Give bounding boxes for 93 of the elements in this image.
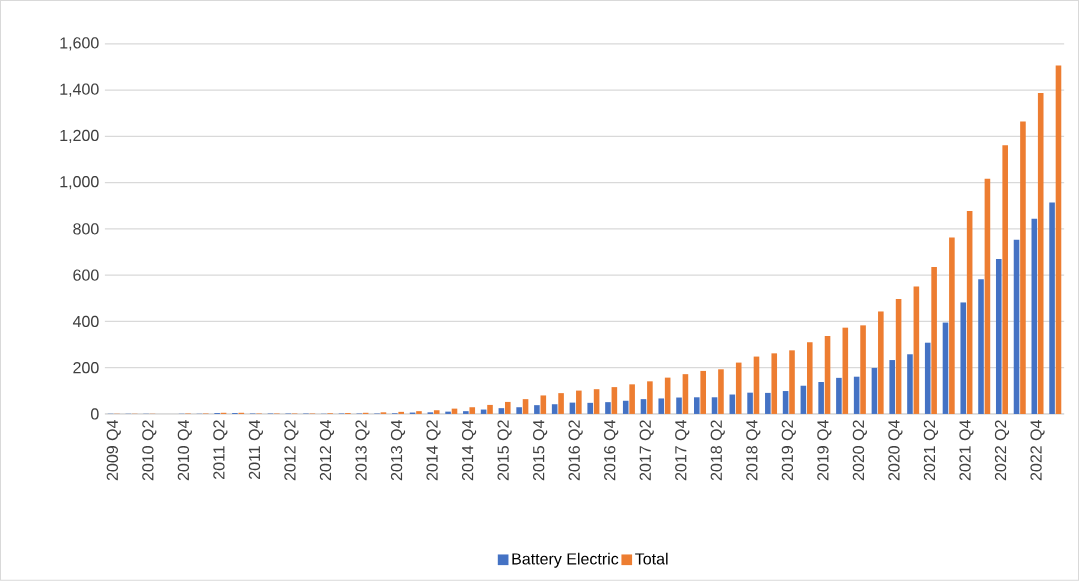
x-tick-label: 2014 Q2 <box>426 420 441 481</box>
x-tick-label: 2012 Q2 <box>284 420 299 481</box>
legend-label: Total <box>635 552 668 565</box>
bar <box>445 411 451 415</box>
y-tick-label: 200 <box>73 362 99 374</box>
bar <box>534 405 540 415</box>
y-tick-label: 1,200 <box>60 129 99 144</box>
x-tick-label: 2017 Q2 <box>639 420 654 481</box>
y-tick-label: 1,000 <box>60 176 99 190</box>
x-tick-label: 2022 Q4 <box>1030 420 1045 481</box>
bar <box>1049 202 1055 415</box>
bar <box>1037 93 1044 415</box>
bar <box>878 311 884 415</box>
x-tick-label: 2010 Q4 <box>177 420 192 481</box>
bar <box>593 389 600 415</box>
bar <box>978 279 984 415</box>
x-tick-label: 2010 Q2 <box>142 420 157 481</box>
bar <box>789 350 795 415</box>
bar <box>576 390 582 415</box>
bar <box>889 360 895 415</box>
x-tick-label: 2019 Q4 <box>817 420 832 481</box>
bar <box>629 384 635 415</box>
bar <box>516 407 522 415</box>
x-tick-label: 2012 Q4 <box>319 420 335 481</box>
x-tick-label: 2022 Q2 <box>994 420 1010 481</box>
bar <box>711 397 718 415</box>
bar <box>771 353 778 415</box>
bar <box>995 259 1002 415</box>
bar <box>765 392 771 415</box>
x-tick-label: 2017 Q4 <box>675 420 690 481</box>
bar <box>682 374 689 415</box>
x-tick-label: 2009 Q4 <box>106 420 121 481</box>
bar <box>416 411 422 415</box>
y-tick-label: 600 <box>73 269 99 281</box>
x-tick-label: 2013 Q2 <box>355 420 370 481</box>
bar <box>540 395 547 415</box>
x-tick-label: 2019 Q2 <box>781 420 796 481</box>
y-tick-label: 0 <box>91 408 99 420</box>
y-tick-label: 1,600 <box>60 37 99 51</box>
y-tick-label: 800 <box>73 223 99 235</box>
bar <box>676 397 682 415</box>
bar <box>611 387 618 415</box>
bar <box>693 397 700 415</box>
bar <box>907 354 913 415</box>
bar <box>498 408 505 415</box>
bar <box>658 398 665 415</box>
x-tick-label: 2018 Q2 <box>710 420 725 481</box>
x-tick-label: 2011 Q4 <box>248 420 263 480</box>
x-tick-label: 2021 Q2 <box>923 420 939 481</box>
bar <box>469 407 476 415</box>
bar <box>551 404 558 415</box>
bar <box>913 286 920 415</box>
x-tick-label: 2011 Q2 <box>213 420 228 480</box>
bar <box>836 377 842 415</box>
bar <box>700 371 706 415</box>
x-tick-label: 2014 Q4 <box>461 420 477 481</box>
bar <box>949 237 955 415</box>
bar <box>924 342 931 415</box>
bar <box>640 399 647 415</box>
bar <box>522 399 529 415</box>
x-tick-label: 2020 Q2 <box>852 420 867 481</box>
bar <box>622 400 629 415</box>
x-tick-label: 2016 Q2 <box>568 420 583 481</box>
bar <box>487 405 493 415</box>
x-tick-label: 2021 Q4 <box>959 420 974 481</box>
bar <box>806 342 813 415</box>
x-tick-label: 2013 Q4 <box>390 420 406 481</box>
bar <box>587 402 593 415</box>
bar <box>818 382 824 415</box>
x-tick-label: 2015 Q2 <box>497 420 512 481</box>
bar <box>605 402 611 415</box>
y-tick-label: 400 <box>72 315 99 328</box>
legend-label: Battery Electric <box>512 552 619 568</box>
bar <box>860 325 866 415</box>
bar <box>1002 145 1008 415</box>
bar <box>504 402 511 415</box>
x-tick-label: 2018 Q4 <box>746 420 761 481</box>
bar <box>433 410 440 415</box>
bar <box>463 411 469 415</box>
bar <box>1020 121 1026 415</box>
x-tick-label: 2015 Q4 <box>533 420 548 481</box>
bar <box>398 411 404 415</box>
bar <box>747 392 753 415</box>
bar <box>718 369 724 415</box>
bar <box>931 267 937 415</box>
x-tick-label: 2016 Q4 <box>604 420 619 481</box>
bar <box>960 302 967 415</box>
bar <box>735 362 742 415</box>
bar <box>558 393 564 415</box>
x-tick-label: 2020 Q4 <box>888 420 903 481</box>
bar <box>647 381 653 415</box>
bar <box>782 391 789 415</box>
y-tick-label: 1,400 <box>60 83 99 97</box>
